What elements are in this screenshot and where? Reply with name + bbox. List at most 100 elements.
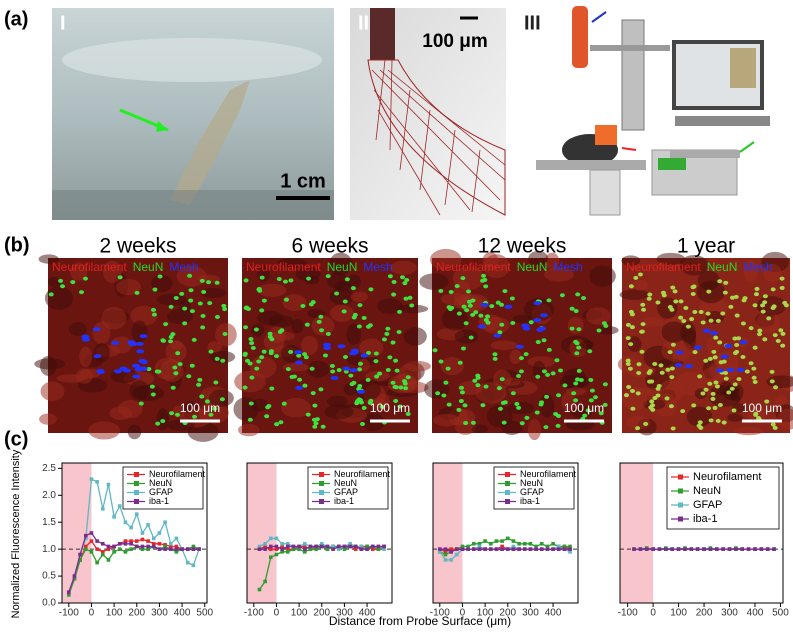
neuron: [511, 391, 516, 395]
neuron: [397, 310, 402, 314]
x-tick-label: 400: [747, 608, 764, 619]
neuron: [740, 355, 745, 359]
mesh-fragment: [533, 301, 541, 305]
neuron: [277, 277, 282, 281]
neuron: [152, 313, 157, 317]
neuron: [706, 406, 711, 410]
neuron: [701, 320, 706, 324]
neuron: [173, 371, 178, 375]
data-point: [529, 542, 533, 546]
tissue-texture: [101, 307, 126, 330]
neuron: [443, 381, 448, 385]
neuron: [630, 407, 635, 411]
legend-marker: [505, 490, 510, 495]
mesh-fragment: [138, 359, 146, 363]
data-point: [263, 542, 267, 546]
x-tick-label: -100: [244, 608, 264, 619]
legend-marker: [319, 499, 324, 504]
x-tick-label: 200: [499, 608, 516, 619]
data-point: [444, 558, 448, 562]
neuron: [482, 278, 487, 282]
neuron: [223, 332, 228, 336]
data-point: [753, 547, 757, 551]
data-point: [297, 545, 301, 549]
x-tick-label: 0: [460, 608, 466, 619]
data-point: [658, 547, 662, 551]
shaded-region: [433, 463, 462, 603]
mesh-fragment: [710, 331, 718, 335]
neuron: [368, 323, 373, 327]
legend-marker: [678, 489, 683, 494]
mesh-fragment: [685, 364, 693, 368]
data-point: [186, 547, 190, 551]
neuron: [178, 362, 183, 366]
y-tick-label: 1.0: [42, 544, 56, 555]
neuron: [60, 284, 65, 288]
neuron: [718, 403, 723, 407]
neuron: [780, 344, 785, 348]
neuron: [470, 299, 475, 303]
neuron: [313, 421, 318, 425]
neuron: [635, 426, 640, 430]
neuron: [168, 339, 173, 343]
neuron: [492, 352, 497, 356]
data-point: [529, 547, 533, 551]
scale-bar-label: 100 μm: [742, 401, 782, 415]
data-point: [523, 547, 527, 551]
x-tick-label: 300: [151, 608, 168, 619]
neuron: [711, 392, 716, 396]
data-point: [124, 542, 128, 546]
neuron: [348, 374, 353, 378]
neuron: [776, 339, 781, 343]
neuron: [542, 338, 547, 342]
tissue-texture: [130, 380, 149, 400]
neuron: [481, 274, 486, 278]
neuron: [554, 358, 559, 362]
neuron: [639, 350, 644, 354]
neuron: [669, 404, 674, 408]
neuron: [698, 420, 703, 424]
tissue-texture: [633, 280, 648, 291]
legend-label: NeuN: [693, 485, 721, 497]
stain-label: NeuN: [327, 260, 358, 274]
neuron: [337, 368, 342, 372]
data-point: [158, 531, 162, 535]
data-point: [101, 542, 105, 546]
neuron: [497, 386, 502, 390]
data-point: [112, 515, 116, 519]
neuron: [581, 296, 586, 300]
data-point: [772, 547, 776, 551]
x-tick-label: 100: [106, 608, 123, 619]
x-tick-label: -100: [618, 608, 638, 619]
neuron: [310, 367, 315, 371]
neuron: [720, 311, 725, 315]
neuron: [182, 321, 187, 325]
tissue-texture: [39, 413, 57, 424]
neuron: [723, 291, 728, 295]
neuron: [711, 350, 716, 354]
mesh-fragment: [139, 334, 147, 338]
neuron: [257, 287, 262, 291]
neuron: [246, 307, 251, 311]
neuron: [780, 286, 785, 290]
neuron: [152, 288, 157, 292]
neuron: [385, 327, 390, 331]
stain-label: NeuN: [517, 260, 548, 274]
neuron: [643, 422, 648, 426]
neuron: [671, 343, 676, 347]
data-point: [683, 547, 687, 551]
data-point: [709, 547, 713, 551]
x-tick-label: 100: [670, 608, 687, 619]
legend-marker: [134, 499, 139, 504]
neuron: [345, 277, 350, 281]
x-tick-label: 400: [545, 608, 562, 619]
mesh-fragment: [111, 341, 119, 345]
data-point: [483, 539, 487, 543]
neuron: [497, 330, 502, 334]
data-point: [478, 547, 482, 551]
neuron: [708, 357, 713, 361]
neuron: [319, 328, 324, 332]
legend-marker: [678, 503, 683, 508]
neuron: [357, 367, 362, 371]
neuron: [459, 399, 464, 403]
